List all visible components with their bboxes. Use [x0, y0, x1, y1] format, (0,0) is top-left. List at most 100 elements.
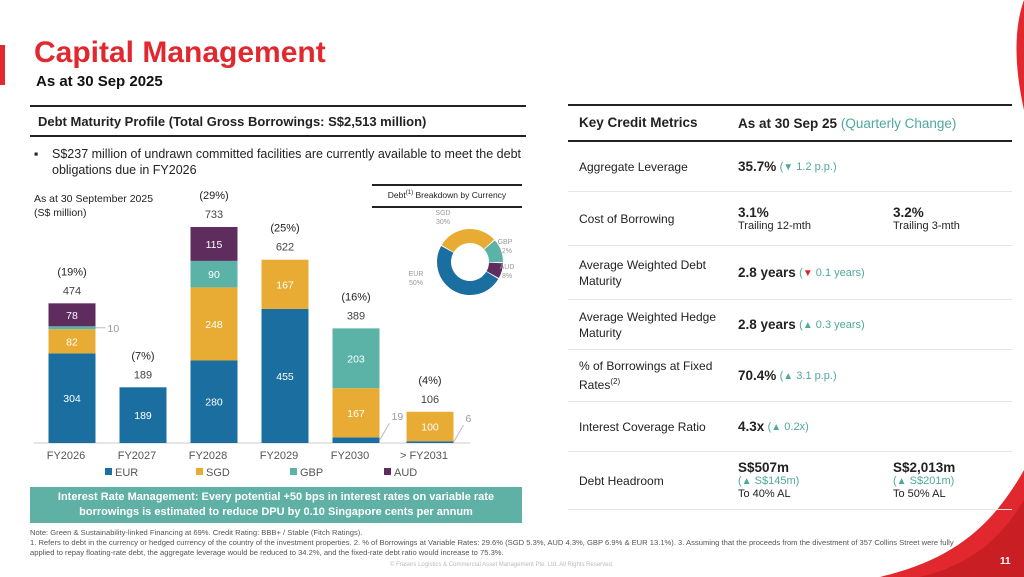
header-change: (Quarterly Change): [840, 115, 957, 131]
donut-title-sup: (1): [405, 190, 414, 197]
metric-value: 35.7%: [738, 159, 777, 174]
donut-slice-gbp: [484, 240, 503, 263]
metric-value-cell: S$507m (▲ S$145m) To 40% AL S$2,013m (▲ S$20…: [738, 460, 1012, 501]
donut-label-aud: AUD: [500, 264, 515, 271]
divider: [372, 184, 522, 186]
table-row: Average Weighted Hedge Maturity 2.8 years…: [568, 300, 1012, 350]
header-value: As at 30 Sep 25 (Quarterly Change): [738, 116, 1012, 131]
metric-label: Debt Headroom: [568, 473, 738, 489]
footnote-ref: (2): [610, 377, 621, 386]
donut-title-main: Debt: [387, 190, 406, 200]
bar-eur: [261, 308, 309, 443]
metric-change: (▼ 1.2 p.p.): [779, 160, 837, 173]
bar-gbp: [48, 326, 96, 330]
bar-value-label: 455: [276, 371, 294, 383]
footnote-text: 1. Refers to debt in the currency or hed…: [30, 538, 954, 557]
bar-value-label: 6: [466, 413, 472, 425]
undrawn-facilities-bullet: S$237 million of undrawn committed facil…: [34, 146, 534, 178]
metric-change: (▲ 3.1 p.p.): [779, 369, 837, 382]
legend-label-aud: AUD: [394, 467, 417, 479]
bar-total-label: 106: [421, 394, 439, 406]
metric-value-cell: 2.8 years (▲ 0.3 years): [738, 317, 1012, 332]
bar-aud: [48, 303, 96, 327]
debt-maturity-heading: Debt Maturity Profile (Total Gross Borro…: [38, 114, 427, 129]
up-arrow-icon: ▲: [783, 370, 794, 382]
bar-value-label: 82: [66, 336, 78, 348]
bar-value-label: 10: [108, 323, 120, 335]
bar-value-label: 90: [208, 269, 220, 281]
x-tick-label: FY2030: [331, 450, 370, 462]
bar-eur: [406, 441, 454, 443]
change-value: S$145m: [754, 475, 796, 487]
metric-change: (▼ 0.1 years): [799, 266, 865, 279]
bar-value-label: 248: [205, 319, 223, 331]
donut-value-sgd: 30%: [436, 219, 450, 226]
metric-value: S$2,013m: [893, 460, 956, 475]
currency-donut-chart: SGD 30% GBP 12% AUD 8% EUR 50%: [409, 210, 515, 296]
x-tick-label: FY2027: [118, 450, 157, 462]
value-col-2: S$2,013m (▲ S$201m) To 50% AL: [893, 460, 955, 501]
divider: [30, 135, 526, 137]
metric-value-cell: 70.4% (▲ 3.1 p.p.): [738, 368, 1012, 383]
table-row: % of Borrowings at Fixed Rates(2) 70.4% (…: [568, 350, 1012, 402]
bar-share-label: (29%): [199, 190, 228, 202]
bar-share-label: (7%): [131, 350, 154, 362]
up-arrow-icon: ▲: [741, 476, 752, 487]
leader-line: [379, 422, 390, 441]
bar-total-label: 389: [347, 310, 365, 322]
table-row: Aggregate Leverage 35.7% (▼ 1.2 p.p.): [568, 142, 1012, 192]
donut-label-sgd: SGD: [435, 210, 450, 217]
bar-sgd: [190, 287, 238, 361]
metric-label-text: Average Weighted Debt Maturity: [579, 257, 706, 288]
metric-label: Average Weighted Debt Maturity: [568, 257, 738, 289]
bar-total-label: 622: [276, 242, 294, 254]
metric-label: Cost of Borrowing: [568, 211, 738, 227]
bar-share-label: (4%): [418, 375, 441, 387]
table-row: Debt Headroom S$507m (▲ S$145m) To 40% AL S$…: [568, 452, 1012, 510]
bar-share-label: (25%): [270, 223, 299, 235]
up-arrow-icon: ▲: [896, 476, 907, 487]
bar-value-label: 19: [392, 411, 404, 423]
metric-sub: Trailing 3-mth: [893, 219, 960, 232]
bar-sgd: [48, 329, 96, 354]
value-col-1: 3.1% Trailing 12-mth: [738, 205, 893, 233]
table-header: Key Credit Metrics As at 30 Sep 25 (Quart…: [568, 104, 1012, 142]
change-value: 3.1 p.p.: [796, 369, 833, 382]
bar-value-label: 304: [63, 393, 81, 405]
donut-value-aud: 8%: [502, 273, 512, 280]
metric-value: 2.8 years: [738, 265, 796, 280]
decorative-swoosh: [880, 470, 1024, 577]
divider: [30, 105, 526, 107]
donut-label-gbp: GBP: [498, 239, 513, 246]
bar-value-label: 167: [276, 279, 294, 291]
bar-total-label: 474: [63, 285, 81, 297]
bar-aud: [190, 227, 238, 261]
bar-value-label: 115: [206, 239, 223, 251]
metric-value-cell: 2.8 years (▼ 0.1 years): [738, 265, 1012, 280]
title-accent-bar: [0, 45, 5, 85]
legend-label-eur: EUR: [115, 467, 138, 479]
divider: [372, 206, 522, 208]
table-row: Average Weighted Debt Maturity 2.8 years …: [568, 246, 1012, 300]
down-arrow-icon: ▼: [802, 267, 813, 279]
chart-caption: As at 30 September 2025 (S$ million): [34, 192, 153, 220]
value-col-1: S$507m (▲ S$145m) To 40% AL: [738, 460, 893, 501]
legend-swatch-gbp: [290, 468, 297, 475]
donut-slice-eur: [436, 246, 499, 296]
bar-sgd: [406, 411, 454, 442]
metric-value-cell: 35.7% (▼ 1.2 p.p.): [738, 159, 1012, 174]
donut-title: Debt(1) Breakdown by Currency: [372, 190, 522, 200]
note: Note: Green & Sustainability-linked Fina…: [30, 528, 363, 537]
bar-sgd: [332, 388, 380, 438]
metric-label-text: Cost of Borrowing: [579, 211, 675, 226]
metric-label: Average Weighted Hedge Maturity: [568, 309, 738, 341]
table-row: Interest Coverage Ratio 4.3x (▲ 0.2x): [568, 402, 1012, 452]
bar-value-label: 78: [66, 310, 78, 322]
metric-label-text: Debt Headroom: [579, 473, 664, 488]
metric-change: (▲ 0.2x): [767, 420, 809, 433]
change-value: S$201m: [909, 475, 951, 487]
metric-value: 4.3x: [738, 419, 765, 434]
metric-sub: To 50% AL: [893, 488, 946, 500]
as-at-label: As at 30 September 2025: [34, 193, 154, 205]
metric-label-text: Aggregate Leverage: [579, 159, 688, 174]
